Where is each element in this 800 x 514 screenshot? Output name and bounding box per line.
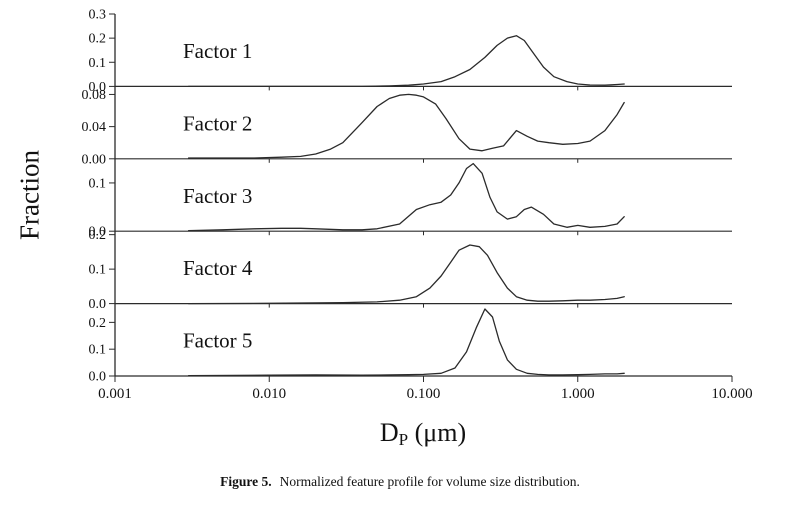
panel-label-5: Factor 5 xyxy=(183,329,252,353)
figure-caption-number: Figure 5. xyxy=(220,474,272,489)
panel-label-2: Factor 2 xyxy=(183,111,252,135)
y-tick-label: 0.0 xyxy=(89,80,107,95)
x-tick-label: 0.100 xyxy=(407,386,441,402)
y-tick-label: 0.3 xyxy=(89,8,107,23)
series-line-factor-1 xyxy=(187,35,625,88)
y-tick-label: 0.0 xyxy=(89,225,107,240)
x-tick-label: 10.000 xyxy=(711,386,752,402)
series-line-factor-5 xyxy=(187,308,625,377)
x-axis-title-unit: (μm) xyxy=(408,418,467,447)
series-line-factor-2 xyxy=(187,93,625,159)
y-tick-label: 0.2 xyxy=(89,32,107,47)
x-axis-title-main: D xyxy=(379,418,399,447)
x-tick-label: 1.000 xyxy=(561,386,595,402)
y-tick-label: 0.04 xyxy=(82,120,107,135)
x-tick-label: 0.010 xyxy=(252,386,286,402)
panel-label-1: Factor 1 xyxy=(183,39,252,63)
x-axis-title-sub: P xyxy=(398,430,409,449)
y-tick-label: 0.0 xyxy=(89,370,107,385)
panel-label-4: Factor 4 xyxy=(183,256,253,280)
panel-label-3: Factor 3 xyxy=(183,184,252,208)
y-tick-label: 0.0 xyxy=(89,297,107,312)
series-line-factor-4 xyxy=(187,244,625,305)
figure-caption-text: Normalized feature profile for volume si… xyxy=(279,474,580,489)
y-tick-label: 0.08 xyxy=(82,88,107,103)
y-tick-label: 0.00 xyxy=(82,152,107,167)
y-tick-label: 0.1 xyxy=(89,56,107,71)
y-tick-label: 0.1 xyxy=(89,263,107,278)
y-tick-label: 0.2 xyxy=(89,316,107,331)
chart-svg: 0.0 0.1 0.2 0.3 Factor 1 0.00 0.04 0.08 Factor 2… xyxy=(82,8,753,403)
y-tick-label: 0.1 xyxy=(89,176,107,191)
x-tick-label: 0.001 xyxy=(98,386,132,402)
y-tick-label: 0.2 xyxy=(89,228,107,243)
series-line-factor-3 xyxy=(187,162,625,232)
figure-caption: Figure 5. Normalized feature profile for … xyxy=(220,474,580,490)
y-axis-title: Fraction xyxy=(14,150,45,240)
y-tick-label: 0.1 xyxy=(89,343,107,358)
x-axis-title: DP (μm) xyxy=(380,418,466,450)
